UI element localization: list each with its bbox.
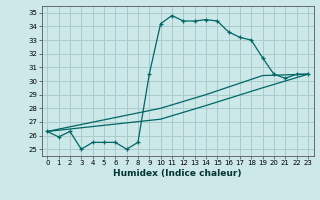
X-axis label: Humidex (Indice chaleur): Humidex (Indice chaleur) <box>113 169 242 178</box>
